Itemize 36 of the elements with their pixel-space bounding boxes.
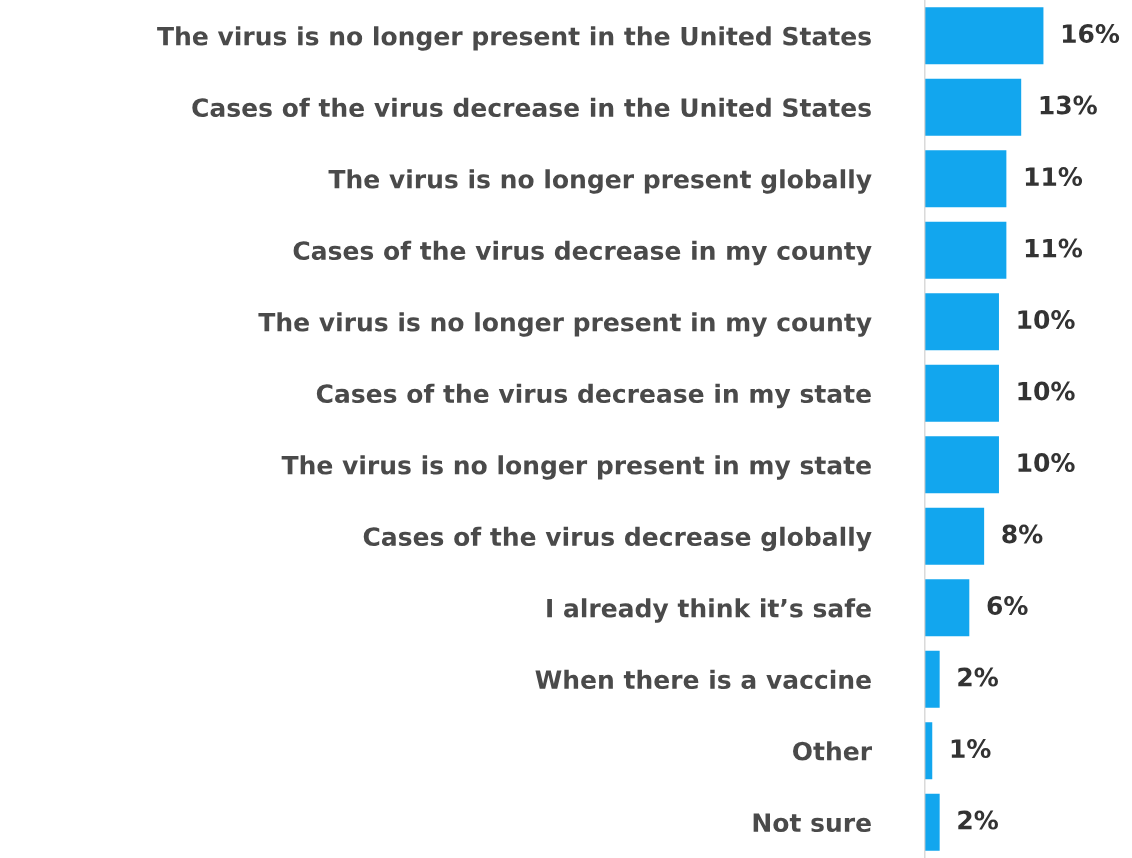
bar — [924, 293, 999, 351]
bar — [924, 7, 1044, 65]
y-tick-label: The virus is no longer present in my state — [281, 455, 871, 480]
bar — [924, 436, 999, 494]
data-label: 10% — [1018, 453, 1075, 472]
data-label: 16% — [1062, 24, 1120, 43]
y-tick-label: The virus is no longer present in the United States — [157, 26, 871, 51]
data-label: 1% — [951, 739, 991, 758]
bar — [924, 364, 999, 422]
y-tick-label: The virus is no longer present in my county — [258, 312, 872, 337]
bar — [924, 650, 940, 708]
y-tick-label: I already think it’s safe — [547, 598, 871, 623]
data-label: 13% — [1040, 95, 1097, 115]
y-tick-label: Not sure — [753, 813, 871, 833]
data-label: 8% — [1002, 524, 1043, 544]
data-label: 11% — [1025, 167, 1083, 186]
y-tick-label: Cases of the virus decrease in the United States — [192, 97, 871, 118]
data-label: 2% — [958, 667, 998, 687]
data-label: 10% — [1018, 310, 1075, 329]
y-tick-label: Other — [793, 741, 872, 761]
y-tick-label: Cases of the virus decrease globally — [363, 526, 872, 552]
bar — [924, 579, 970, 637]
y-tick-label: Cases of the virus decrease in my state — [316, 383, 871, 409]
bar — [924, 150, 1007, 208]
bar — [924, 221, 1007, 279]
y-tick-label: The virus is no longer present globally — [328, 169, 872, 194]
data-label: 10% — [1018, 381, 1075, 401]
bar — [924, 722, 933, 780]
y-tick-label: Cases of the virus decrease in my county — [293, 240, 872, 266]
data-label: 6% — [987, 596, 1028, 615]
bar — [924, 507, 985, 565]
data-label: 11% — [1025, 238, 1083, 258]
data-label: 2% — [958, 810, 998, 830]
bar — [924, 793, 940, 851]
bar — [924, 78, 1022, 136]
y-tick-label: When there is a vaccine — [535, 669, 871, 690]
